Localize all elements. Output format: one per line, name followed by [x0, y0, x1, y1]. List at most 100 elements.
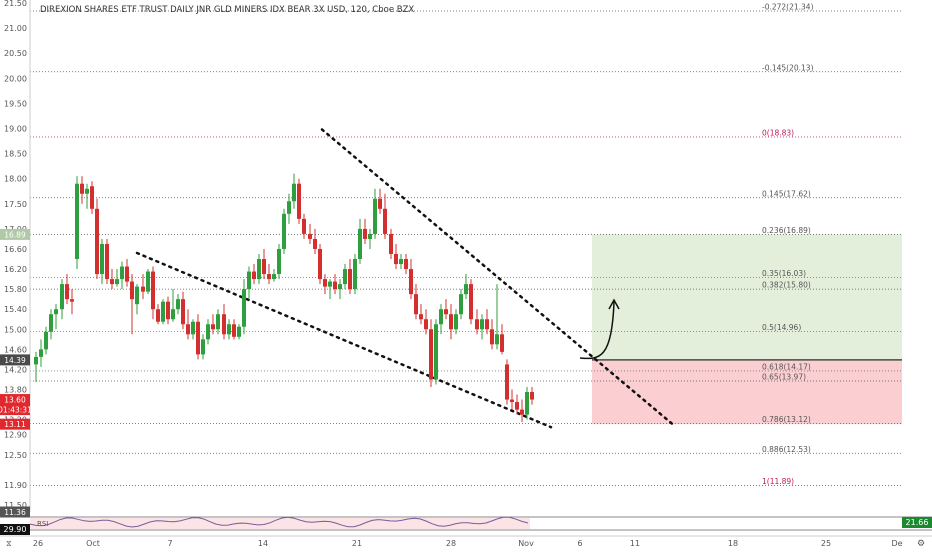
- candle-body: [373, 198, 377, 234]
- fib-level-label: 0.145(17.62): [762, 189, 811, 198]
- candle-body: [525, 392, 529, 415]
- candle-body: [429, 329, 433, 380]
- candle-body: [500, 334, 504, 352]
- y-tick-label: 19.00: [4, 124, 27, 133]
- candle-body: [323, 279, 327, 287]
- candle-body: [257, 259, 261, 280]
- candle-body: [520, 409, 524, 415]
- loss-zone[interactable]: [592, 359, 902, 425]
- projection-arrow[interactable]: [579, 298, 620, 360]
- y-tick-label: 19.50: [4, 99, 27, 108]
- candle-body: [181, 299, 185, 325]
- candle-body: [171, 309, 175, 320]
- timezone-icon[interactable]: ⧖: [6, 539, 12, 548]
- candle-body: [515, 402, 519, 410]
- x-tick-label: 6: [577, 539, 582, 548]
- candle-body: [85, 188, 89, 194]
- y-tick-label: 13.80: [4, 386, 27, 395]
- candlesticks: [34, 173, 534, 423]
- candle-body: [495, 334, 499, 345]
- candle-body: [135, 286, 139, 305]
- candle-body: [146, 271, 150, 292]
- rsi-pane[interactable]: RSI 29.90 21.66: [0, 516, 932, 535]
- fib-level-label: 0.35(16.03): [762, 269, 806, 278]
- candle-body: [80, 183, 84, 194]
- fib-retracement[interactable]: -0.272(21.34) -0.145(20.13) 0(18.83) 0.145(…: [30, 3, 902, 486]
- fib-level-label: 0.886(12.53): [762, 445, 811, 454]
- x-tick-label: 14: [258, 539, 268, 548]
- x-tick-label: Oct: [86, 539, 100, 548]
- price-badge-text: 16.89: [4, 230, 26, 239]
- candle-body: [469, 284, 473, 320]
- candle-body: [267, 274, 271, 280]
- candle-body: [348, 269, 352, 290]
- candle-body: [282, 213, 286, 249]
- candle-body: [287, 201, 291, 214]
- candle-body: [227, 324, 231, 335]
- candle-body: [141, 286, 145, 292]
- candle-body: [464, 284, 468, 295]
- candle-body: [328, 281, 332, 287]
- candle-body: [166, 301, 170, 320]
- candle-body: [313, 238, 317, 249]
- x-tick-label: 26: [33, 539, 43, 548]
- candle-body: [409, 269, 413, 295]
- candle-body: [424, 319, 428, 330]
- y-tick-label: 12.90: [4, 431, 27, 440]
- rsi-value-badge: [0, 524, 30, 535]
- y-tick-label: 14.20: [4, 365, 27, 374]
- y-tick-label: 17.50: [4, 200, 27, 209]
- candle-body: [338, 284, 342, 290]
- x-axis[interactable]: 26 Oct 7 14 21 28 Nov 6 11 18 25 De: [0, 535, 932, 548]
- candle-body: [277, 248, 281, 275]
- candle-body: [105, 243, 109, 280]
- price-badge-text: 01:43:31: [0, 406, 32, 415]
- candle-body: [262, 259, 266, 275]
- candle-body: [434, 324, 438, 380]
- channel-lines[interactable]: [135, 128, 674, 429]
- candle-body: [54, 309, 58, 315]
- y-tick-label: 20.00: [4, 74, 27, 83]
- candle-body: [75, 183, 79, 260]
- y-tick-label: 11.90: [4, 481, 27, 490]
- x-tick-label: 18: [728, 539, 738, 548]
- candle-body: [161, 301, 165, 322]
- candle-body: [252, 271, 256, 280]
- y-tick-label: 15.00: [4, 325, 27, 334]
- price-badge-text: 13.60: [4, 396, 26, 405]
- candle-body: [343, 269, 347, 285]
- timezone-icon-glyph: ⧖: [6, 539, 12, 548]
- position-zones[interactable]: [592, 234, 902, 425]
- candle-body: [70, 299, 74, 302]
- projection-arrow-head: [608, 298, 620, 310]
- settings-icon[interactable]: ⚙: [917, 539, 925, 549]
- candle-body: [110, 279, 114, 285]
- price-badge: [0, 404, 30, 416]
- profit-zone[interactable]: [592, 234, 902, 360]
- candle-body: [95, 208, 99, 275]
- candle-body: [480, 319, 484, 330]
- channel-line-upper[interactable]: [320, 128, 674, 425]
- candle-body: [439, 309, 443, 325]
- chart-title: DIREXION SHARES ETF TRUST DAILY JNR GLD …: [40, 5, 414, 15]
- x-tick-label: 25: [821, 539, 831, 548]
- candle-body: [232, 324, 236, 337]
- candle-body: [39, 349, 43, 357]
- settings-icon-glyph: ⚙: [917, 539, 925, 549]
- candle-body: [505, 364, 509, 400]
- x-tick-label: 28: [446, 539, 456, 548]
- candle-body: [308, 233, 312, 239]
- candle-body: [247, 271, 251, 290]
- candle-body: [206, 324, 210, 340]
- candle-body: [404, 259, 408, 270]
- candle-body: [120, 266, 124, 280]
- candle-body: [65, 284, 69, 300]
- candle-body: [459, 294, 463, 315]
- channel-line-lower[interactable]: [135, 251, 553, 429]
- candle-body: [156, 309, 160, 322]
- candle-body: [49, 314, 53, 332]
- fib-level-label: 1(11.89): [762, 477, 794, 486]
- candle-body: [115, 279, 119, 285]
